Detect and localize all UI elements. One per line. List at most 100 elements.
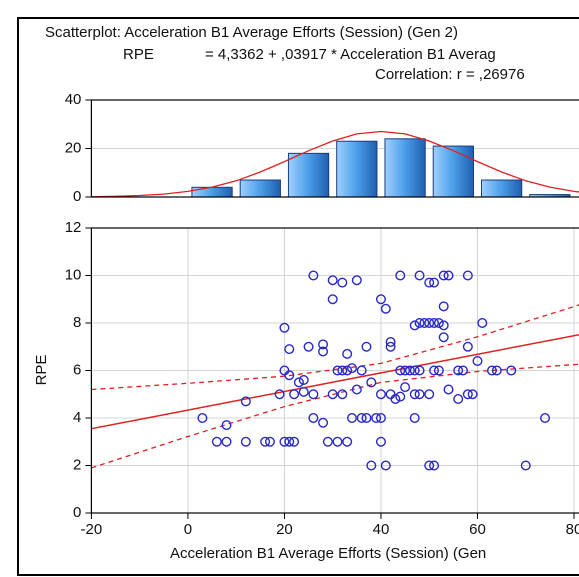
scatter-point [400,365,411,376]
scatter-point [540,413,551,424]
scatter-point [337,365,348,376]
confidence-band [91,304,579,391]
x-tick-label: -20 [81,521,103,538]
scatter-point [438,320,449,331]
scatter-point [356,365,367,376]
scatter-point [424,460,435,471]
scatter-point [332,365,343,376]
scatter-point [433,365,444,376]
histogram-bar [287,152,330,198]
scatter-point [395,270,406,281]
scatter-point [303,341,314,352]
scatter-point [477,318,488,329]
y-tick-label: 6 [73,361,81,378]
scatter-point [414,318,425,329]
scatter-point [424,318,435,329]
scatter-point [351,275,362,286]
scatter-point [429,318,440,329]
scatter-point [327,294,338,305]
scatter-point [395,391,406,402]
scatter-point [467,389,478,400]
scatter-point [284,436,295,447]
scatter-point [414,270,425,281]
scatter-point [342,365,353,376]
y-tick-label: 8 [73,314,81,331]
scatter-point [375,436,386,447]
scatter-point [419,318,430,329]
scatter-point [197,413,208,424]
x-axis-label: Acceleration B1 Average Efforts (Session… [170,545,486,562]
scatter-point [424,389,435,400]
scatter-point [298,386,309,397]
plot-border [90,227,579,514]
histogram-bar [239,179,281,198]
scatter-point [298,375,309,386]
normal-curve [91,130,579,198]
scatter-point [380,303,391,314]
scatter-point [409,389,420,400]
scatter-point [260,436,271,447]
scatter-point [211,436,222,447]
scatter-point [342,348,353,359]
equation-label: RPE [123,46,154,63]
scatter-point [318,339,329,350]
scatter-point [400,382,411,393]
y-tick-label: 10 [65,266,82,283]
scatter-point [506,365,517,376]
scatter-point [279,436,290,447]
scatter-point [429,365,440,376]
scatter-point [322,436,333,447]
scatter-point [375,294,386,305]
scatter-point [337,277,348,288]
scatter-point [347,413,358,424]
scatter-point [424,277,435,288]
scatter-point [429,277,440,288]
scatter-point [429,460,440,471]
scatter-point [342,436,353,447]
scatter-point [438,270,449,281]
scatter-point [462,389,473,400]
scatter-point [366,377,377,388]
correlation: Correlation: r = ,26976 [375,66,525,83]
scatter-point [221,436,232,447]
scatter-point [318,346,329,357]
scatter-point [409,320,420,331]
scatter-point [385,337,396,348]
scatter-point [361,413,372,424]
scatter-point [366,460,377,471]
x-tick-label: 80 [566,521,579,538]
scatter-point [404,365,415,376]
scatter-point [332,436,343,447]
scatter-point [240,436,251,447]
scatter-point [327,389,338,400]
plot-border [90,99,579,198]
scatter-point [491,365,502,376]
x-tick-label: 40 [373,521,390,538]
scatter-point [409,413,420,424]
scatter-point [453,394,464,405]
scatter-point [443,384,454,395]
scatter-point [390,394,401,405]
y-tick-label: 0 [73,504,81,521]
scatter-point [520,460,531,471]
scatter-point [371,413,382,424]
scatter-point [458,365,469,376]
scatter-point [361,341,372,352]
histogram-bar [336,140,378,198]
scatter-point [443,270,454,281]
scatter-point [279,322,290,333]
scatter-point [409,365,420,376]
scatter-point [284,344,295,355]
y-tick-label: 0 [73,188,81,205]
chart-title: Scatterplot: Acceleration B1 Average Eff… [45,24,458,41]
scatter-point [433,318,444,329]
scatter-point [308,270,319,281]
y-axis-label: RPE [33,355,50,386]
scatter-point [318,417,329,428]
scatter-point [308,389,319,400]
scatter-point [284,370,295,381]
scatter-point [486,365,497,376]
scatter-point [221,420,232,431]
scatter-point [351,384,362,395]
